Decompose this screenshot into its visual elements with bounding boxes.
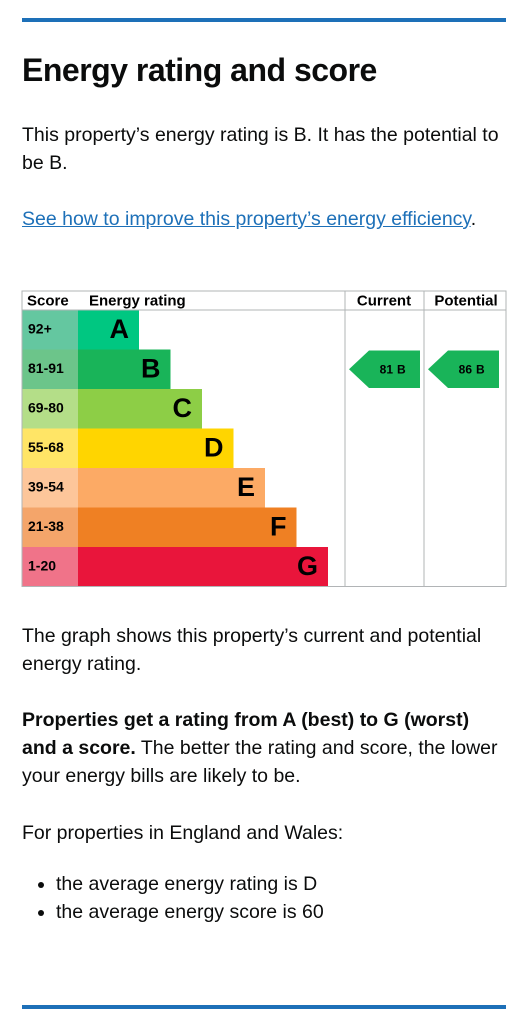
rating-bar [78, 310, 139, 350]
energy-graph: 92+ A 81-91 B 69-80 C 55-68 D 39-54 E 21-38 F 1-20 G S… [21, 290, 507, 587]
score-range: 92+ [28, 320, 52, 336]
explain: Properties get a rating from A (best) to… [22, 706, 506, 790]
heading: Energy rating and score [22, 52, 377, 88]
score-range: 39-54 [28, 478, 64, 494]
score-cell [22, 389, 78, 429]
score-range: 21-38 [28, 518, 64, 534]
improve-link[interactable]: See how to improve this property’s energ… [22, 208, 471, 230]
rating-bar [78, 468, 265, 508]
potential-arrow [428, 350, 499, 388]
column-header: Potential [434, 292, 497, 309]
rating-letter: E [237, 472, 255, 502]
bullet: the average energy score is 60 [56, 898, 506, 926]
bullet: the average energy rating is D [56, 870, 506, 898]
graph-note: The graph shows this property’s current … [22, 625, 482, 675]
score-cell [22, 310, 78, 350]
rating-letter: A [110, 314, 130, 344]
score-cell [22, 468, 78, 508]
rating-bar [78, 349, 171, 389]
column-header: Current [357, 292, 411, 309]
potential-rating: B [476, 362, 485, 376]
explain-text: The better the rating and score, the low… [22, 737, 498, 787]
bullet-list: the average energy rating is Dthe averag… [22, 870, 506, 926]
rating-letter: C [173, 393, 193, 423]
intro: This property’s energy rating is B. It h… [22, 124, 499, 174]
rating-bar [78, 428, 234, 468]
score-cell [22, 428, 78, 468]
score-range: 55-68 [28, 439, 64, 455]
rating-bar [78, 389, 202, 429]
column-header: Score [27, 292, 69, 309]
rating-bar [78, 507, 297, 547]
rating-letter: G [297, 551, 318, 581]
current-score: 81 [380, 362, 394, 376]
rating-bar [78, 547, 328, 587]
score-cell [22, 349, 78, 389]
score-range: 81-91 [28, 360, 64, 376]
link-after: . [470, 208, 477, 230]
current-rating: B [397, 362, 406, 376]
rating-letter: F [270, 511, 287, 541]
score-cell [22, 547, 78, 587]
score-cell [22, 507, 78, 547]
link-paragraph: See how to improve this property’s energ… [22, 205, 506, 233]
potential-score: 86 [459, 362, 473, 376]
score-range: 1-20 [28, 557, 56, 573]
rating-letter: D [204, 432, 224, 462]
rating-letter: B [141, 353, 161, 383]
bottom-rule [22, 1005, 506, 1009]
column-header: Energy rating [89, 292, 186, 309]
top-rule [22, 18, 506, 22]
graph-border [21, 290, 507, 587]
score-range: 69-80 [28, 399, 64, 415]
current-arrow [349, 350, 420, 388]
explain-bold: Properties get a rating from A (best) to… [22, 709, 470, 759]
region-intro: For properties in England and Wales: [22, 822, 344, 844]
